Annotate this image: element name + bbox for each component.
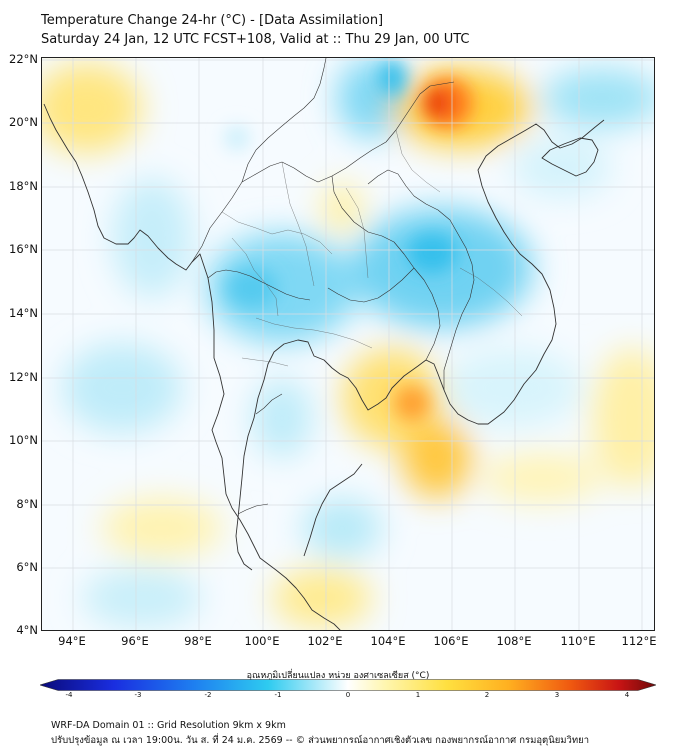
lon-label-94e: 94°E bbox=[58, 634, 86, 648]
colorbar bbox=[40, 679, 656, 691]
lat-label-8n: 8°N bbox=[16, 497, 38, 511]
map-frame bbox=[41, 57, 655, 631]
colorbar-tick-4: 4 bbox=[624, 691, 630, 699]
map-canvas bbox=[42, 58, 654, 630]
lon-label-102e: 102°E bbox=[307, 634, 343, 648]
lat-label-12n: 12°N bbox=[9, 370, 38, 384]
title-block: Temperature Change 24-hr (°C) - [Data As… bbox=[41, 11, 470, 49]
footer-model-info: WRF-DA Domain 01 :: Grid Resolution 9km … bbox=[51, 720, 286, 731]
lat-label-10n: 10°N bbox=[9, 433, 38, 447]
colorbar-tick-3: 3 bbox=[554, 691, 560, 699]
colorbar-tick-m4: -4 bbox=[65, 691, 73, 699]
colorbar-tick-m1: -1 bbox=[274, 691, 282, 699]
lon-label-108e: 108°E bbox=[496, 634, 532, 648]
colorbar-title: อุณหภูมิเปลี่ยนแปลง หน่วย องศาเซลเซียส (… bbox=[246, 671, 430, 681]
colorbar-tick-m2: -2 bbox=[204, 691, 212, 699]
lat-label-16n: 16°N bbox=[9, 242, 38, 256]
colorbar-tick-m3: -3 bbox=[134, 691, 142, 699]
graticule bbox=[42, 58, 654, 630]
colorbar-tick-1: 1 bbox=[415, 691, 421, 699]
lat-label-20n: 20°N bbox=[9, 115, 38, 129]
lon-label-96e: 96°E bbox=[121, 634, 149, 648]
coastlines bbox=[43, 103, 605, 630]
map-title: Temperature Change 24-hr (°C) - [Data As… bbox=[41, 13, 384, 28]
footer-update-info: ปรับปรุงข้อมูล ณ เวลา 19:00น. วัน ส. ที่… bbox=[51, 735, 590, 746]
province-borders bbox=[221, 129, 523, 367]
lat-label-14n: 14°N bbox=[9, 306, 38, 320]
lon-label-112e: 112°E bbox=[621, 634, 657, 648]
lon-label-98e: 98°E bbox=[184, 634, 212, 648]
lat-label-22n: 22°N bbox=[9, 52, 38, 66]
lat-label-6n: 6°N bbox=[16, 560, 38, 574]
lon-label-106e: 106°E bbox=[433, 634, 469, 648]
temperature-field bbox=[42, 58, 654, 628]
lon-label-104e: 104°E bbox=[370, 634, 406, 648]
lat-label-18n: 18°N bbox=[9, 179, 38, 193]
lon-label-110e: 110°E bbox=[560, 634, 596, 648]
lat-label-4n: 4°N bbox=[16, 623, 38, 637]
map-subtitle: Saturday 24 Jan, 12 UTC FCST+108, Valid … bbox=[41, 32, 470, 47]
colorbar-tick-0: 0 bbox=[345, 691, 351, 699]
temperature-hotspots bbox=[225, 60, 472, 421]
lon-label-100e: 100°E bbox=[244, 634, 280, 648]
colorbar-tick-2: 2 bbox=[484, 691, 490, 699]
footer: WRF-DA Domain 01 :: Grid Resolution 9km … bbox=[51, 718, 589, 748]
